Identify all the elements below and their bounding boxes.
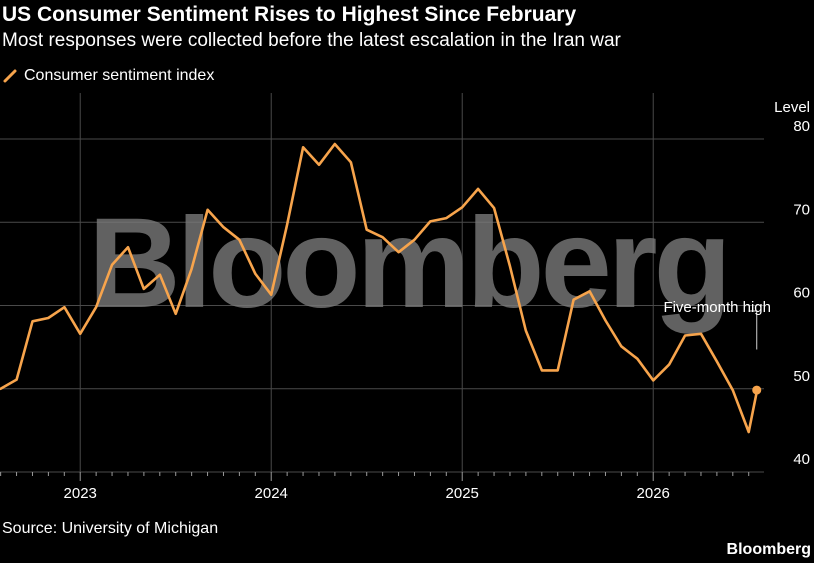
source-note: Source: University of Michigan [2,520,219,537]
y-tick-label: 40 [793,451,810,468]
annotation-leader [748,310,758,350]
series-end-point [752,385,762,395]
y-tick-label: 60 [793,285,810,302]
y-tick-label: 80 [793,118,810,135]
y-axis-label: Level [774,99,810,116]
chart-title: US Consumer Sentiment Rises to Highest S… [2,3,577,26]
annotation-label: Five-month high [663,299,771,316]
x-tick-label: 2026 [637,485,670,502]
y-tick-label: 50 [793,368,810,385]
x-tick-label: 2025 [446,485,479,502]
x-tick-label: 2024 [255,485,288,502]
x-tick-label: 2023 [64,485,97,502]
series-line [0,142,759,434]
legend-swatch-icon [3,69,17,83]
y-tick-label: 70 [793,201,810,218]
legend-label: Consumer sentiment index [24,67,215,84]
watermark-text: Bloomberg [88,192,728,335]
chart-subtitle: Most responses were collected before the… [2,30,621,51]
legend: Consumer sentiment index [2,65,214,87]
brand-logo: Bloomberg [726,541,811,558]
